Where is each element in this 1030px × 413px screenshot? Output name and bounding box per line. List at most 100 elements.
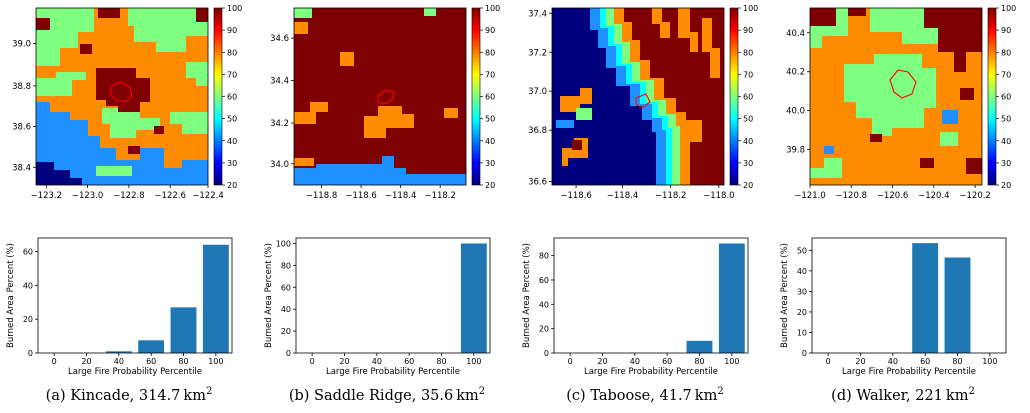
x-tick-label: −120.6	[877, 191, 908, 201]
probability-region	[652, 8, 670, 38]
heatmap-field	[810, 8, 982, 185]
x-tick-label: 40	[114, 357, 124, 366]
heatmap-field	[552, 8, 724, 185]
probability-region	[870, 8, 938, 44]
probability-region	[966, 158, 982, 174]
y-tick-label: 37.0	[528, 87, 547, 97]
y-tick-label: 50	[797, 246, 807, 255]
x-axis-label: Large Fire Probability Percentile	[584, 367, 718, 377]
y-tick-label: 40.0	[786, 107, 805, 117]
bar	[170, 307, 197, 353]
caption-name: Walker,	[856, 387, 911, 404]
y-tick-label: 36.6	[528, 177, 547, 187]
probability-region	[294, 8, 312, 18]
probability-region	[96, 166, 132, 176]
colorbar-tick-label: 50	[1001, 115, 1011, 124]
probability-region	[294, 158, 314, 166]
colorbar-tick-label: 100	[743, 4, 758, 13]
x-tick-label: −118.0	[703, 191, 734, 201]
y-tick-label: 40.2	[786, 68, 805, 78]
y-tick-label: 0	[286, 349, 291, 358]
fire-perimeter	[635, 93, 651, 109]
colorbar-tick-label: 90	[743, 26, 753, 35]
x-tick-label: −122.8	[113, 191, 144, 201]
colorbar-tick-label: 60	[227, 93, 237, 102]
probability-region	[98, 8, 120, 18]
y-tick-label: 20	[797, 308, 807, 317]
y-tick-label: 0	[544, 349, 549, 358]
probability-region	[154, 126, 164, 134]
y-tick-label: 36.8	[528, 126, 547, 136]
bar	[105, 351, 132, 353]
probability-region	[294, 22, 308, 34]
panel-a: −123.2 −123.0 −122.8 −122.6 −122.4 39.0 38.8 38…	[0, 0, 258, 413]
x-tick-label: −120.4	[918, 191, 949, 201]
x-tick-label: −118.2	[655, 191, 686, 201]
bar-chart-b: 0 20 40 60 80 100 0 20 40 60 80 100 Large Fire Proba…	[264, 237, 491, 377]
map-frame	[293, 7, 467, 186]
probability-region	[444, 108, 458, 118]
probability-region	[600, 8, 672, 185]
x-tick-label: −118.4	[607, 191, 638, 201]
y-axis-label: Burned Area Percent (%)	[6, 243, 16, 348]
colorbar-tick-label: 60	[743, 93, 753, 102]
colorbar-tick-label: 90	[485, 26, 495, 35]
y-tick-label: 80	[539, 252, 549, 261]
x-tick-label: 20	[339, 357, 349, 366]
probability-region	[810, 8, 836, 26]
probability-region	[576, 108, 592, 120]
x-tick-label: 0	[310, 357, 315, 366]
panel-d: −121.0 −120.8 −120.6 −120.4 −120.2 40.4 40.2 40…	[774, 0, 1030, 413]
y-tick-label: 10	[797, 328, 807, 337]
colorbar-tick-label: 50	[743, 115, 753, 124]
bar	[460, 243, 487, 353]
caption-unit: km	[183, 387, 206, 404]
caption-unit: km	[694, 387, 718, 404]
bar	[718, 243, 745, 353]
probability-region	[102, 108, 160, 138]
x-tick-label: −120.8	[836, 191, 867, 201]
colorbar-tick-label: 90	[1001, 26, 1011, 35]
panel-c: −118.6 −118.4 −118.2 −118.0 37.4 37.2 37.0 36.8…	[516, 0, 774, 413]
y-tick-label: 100	[276, 239, 291, 248]
x-tick-label: 60	[920, 357, 930, 366]
probability-region	[36, 102, 208, 185]
colorbar	[729, 7, 739, 186]
y-tick-label: 20	[539, 325, 549, 334]
colorbar-tick-label: 20	[485, 181, 495, 190]
probability-region	[940, 132, 958, 146]
colorbar-tick-label: 70	[743, 70, 753, 79]
probability-region	[128, 8, 208, 52]
probability-region	[294, 102, 328, 124]
map-d: −121.0 −120.8 −120.6 −120.4 −120.2 40.4 40.2 40…	[786, 4, 1016, 201]
y-tick-label: 37.4	[528, 9, 547, 19]
x-tick-label: 0	[52, 357, 57, 366]
caption-label: (d)	[831, 387, 852, 404]
colorbar-tick-label: 70	[227, 70, 237, 79]
colorbar-tick-label: 100	[485, 4, 500, 13]
x-tick-label: −118.4	[385, 191, 416, 201]
probability-region	[824, 146, 834, 154]
colorbar-tick-label: 30	[743, 159, 753, 168]
x-tick-label: −123.2	[31, 191, 62, 201]
x-tick-label: 60	[662, 357, 672, 366]
x-tick-label: −118.6	[560, 191, 591, 201]
x-tick-label: −118.8	[306, 191, 337, 201]
probability-region	[848, 8, 866, 16]
colorbar-tick-label: 60	[1001, 93, 1011, 102]
probability-region	[572, 140, 582, 150]
probability-region	[560, 88, 592, 112]
caption-unit-exponent: 2	[478, 386, 486, 397]
y-tick-label: 34.4	[270, 77, 289, 87]
y-tick-label: 40	[281, 305, 291, 314]
colorbar-tick-label: 80	[743, 48, 753, 57]
map-c: −118.6 −118.4 −118.2 −118.0 37.4 37.2 37.0 36.8…	[528, 4, 758, 201]
caption-a: (a) Kincade, 314.7 km2	[0, 386, 258, 404]
y-axis-label: Burned Area Percent (%)	[522, 243, 532, 348]
y-tick-label: 34.2	[270, 119, 289, 129]
y-tick-label: 40	[23, 281, 33, 290]
probability-region	[424, 8, 436, 16]
x-tick-label: 100	[982, 357, 997, 366]
x-tick-label: 100	[466, 357, 481, 366]
